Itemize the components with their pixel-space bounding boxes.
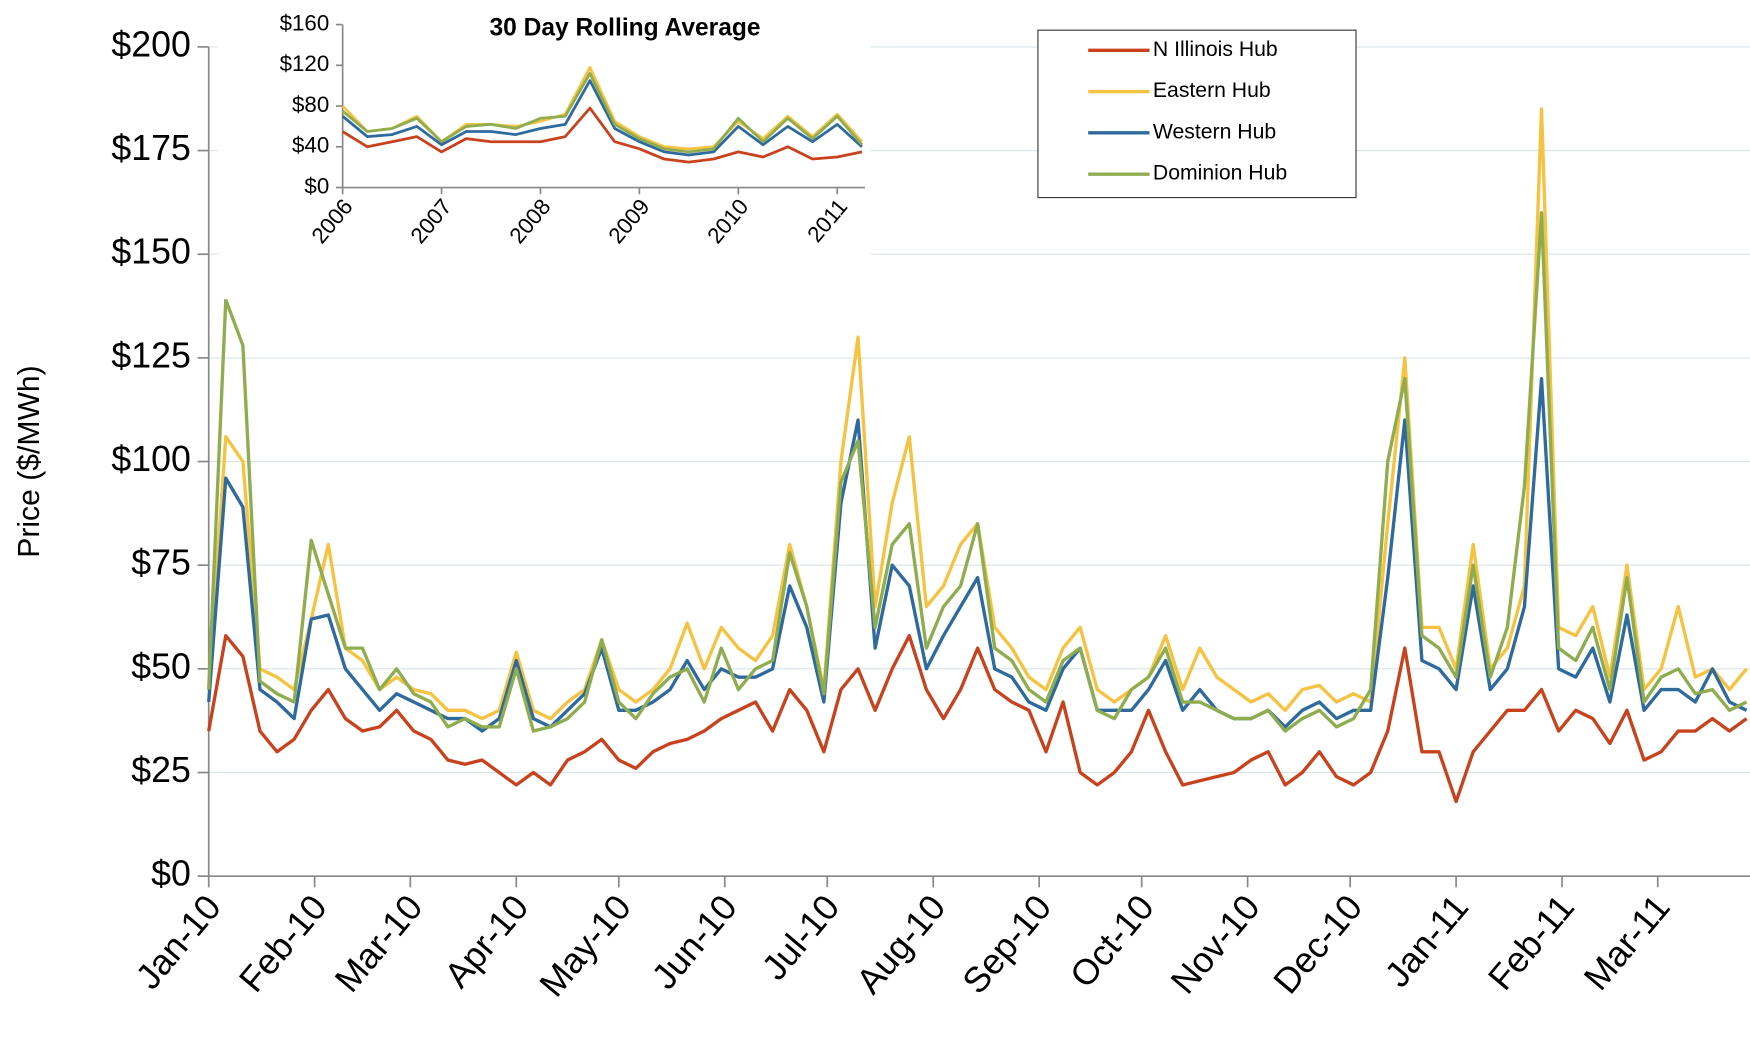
x-tick-label: Apr-10 bbox=[437, 887, 537, 995]
inset-background bbox=[217, 0, 871, 300]
x-tick-label: Jul-10 bbox=[754, 887, 847, 987]
series-line bbox=[341, 79, 863, 157]
series-line bbox=[341, 72, 864, 154]
y-tick-label: $160 bbox=[280, 10, 330, 35]
x-tick-label: Aug-10 bbox=[849, 887, 954, 1001]
y-tick-label: $50 bbox=[131, 646, 191, 686]
y-tick-label: $175 bbox=[111, 128, 190, 168]
y-tick-label: $0 bbox=[151, 854, 191, 894]
y-tick-label: $125 bbox=[111, 335, 190, 375]
y-tick-label: $75 bbox=[131, 543, 191, 583]
x-tick-label: Oct-10 bbox=[1062, 887, 1162, 995]
legend-label: Eastern Hub bbox=[1153, 79, 1271, 102]
x-tick-label: Jun-10 bbox=[644, 887, 745, 996]
y-axis-label: Price ($/MWh) bbox=[13, 365, 46, 557]
x-tick-label: Nov-10 bbox=[1163, 887, 1268, 1001]
legend-box bbox=[1037, 29, 1357, 199]
x-tick-label: Sep-10 bbox=[955, 887, 1060, 1001]
y-tick-label: $150 bbox=[111, 232, 190, 272]
y-tick-label: $120 bbox=[280, 51, 330, 76]
x-tick-label: May-10 bbox=[532, 887, 639, 1004]
y-tick-label: $25 bbox=[131, 750, 191, 790]
x-tick-label: Feb-11 bbox=[1480, 887, 1582, 997]
y-tick-label: $0 bbox=[304, 173, 329, 198]
y-tick-label: $100 bbox=[111, 439, 190, 479]
inset-title: 30 Day Rolling Average bbox=[489, 15, 760, 42]
legend-label: Dominion Hub bbox=[1153, 162, 1287, 185]
x-tick-label: Jan-11 bbox=[1377, 887, 1476, 994]
legend: N Illinois Hub Eastern Hub Western Hub Domi… bbox=[1037, 29, 1357, 199]
x-tick-label: Feb-10 bbox=[231, 887, 334, 999]
legend-label: Western Hub bbox=[1153, 120, 1276, 143]
series-line bbox=[207, 211, 1748, 733]
y-tick-label: $200 bbox=[111, 24, 190, 64]
series-line bbox=[341, 106, 863, 164]
x-tick-label: Dec-10 bbox=[1266, 887, 1371, 1001]
x-tick-label: Mar-11 bbox=[1576, 887, 1678, 997]
x-tick-label: Mar-10 bbox=[327, 887, 430, 999]
y-tick-label: $40 bbox=[292, 133, 329, 158]
legend-label: N Illinois Hub bbox=[1153, 38, 1278, 61]
series-line bbox=[207, 634, 1748, 804]
y-tick-label: $80 bbox=[292, 92, 329, 117]
x-tick-label: Jan-10 bbox=[128, 887, 229, 996]
